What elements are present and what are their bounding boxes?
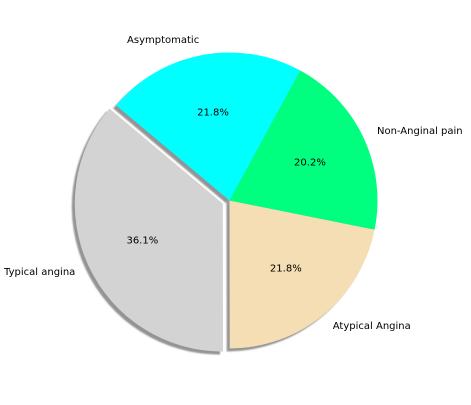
pie-slice-typical-angina bbox=[74, 108, 224, 352]
pie-slice-non-anginal-pain bbox=[229, 70, 378, 230]
pct-label-asymptomatic: 21.8% bbox=[197, 108, 229, 119]
category-label-non-anginal-pain: Non-Anginal pain bbox=[377, 126, 463, 137]
pct-label-non-anginal-pain: 20.2% bbox=[294, 157, 326, 168]
category-label-typical-angina: Typical angina bbox=[3, 267, 75, 278]
category-label-atypical-angina: Atypical Angina bbox=[333, 321, 411, 332]
pct-label-atypical-angina: 21.8% bbox=[270, 264, 302, 275]
slices bbox=[74, 52, 378, 352]
labels: 36.1% Typical angina 21.8% Atypical Angina 2… bbox=[3, 35, 463, 332]
category-label-asymptomatic: Asymptomatic bbox=[127, 35, 199, 46]
pct-label-typical-angina: 36.1% bbox=[126, 236, 158, 247]
pie-slice-asymptomatic bbox=[116, 52, 301, 201]
pie-slice-atypical-angina bbox=[229, 200, 375, 349]
